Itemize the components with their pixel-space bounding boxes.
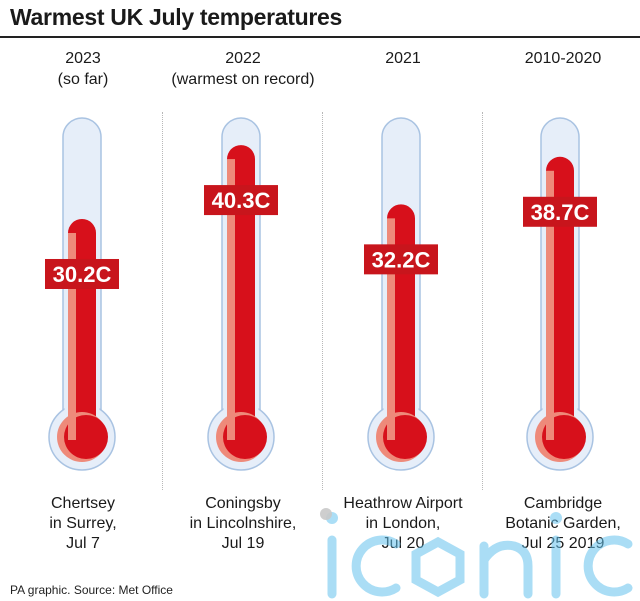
title-rule — [0, 36, 640, 38]
heading-line: 2022 — [225, 50, 261, 67]
location-line: Botanic Garden, — [505, 515, 621, 532]
thermometer-mercury-highlight — [387, 218, 395, 440]
location-heathrow: Heathrow Airport in London, Jul 20 — [323, 494, 483, 554]
column-heading-2023: 2023 (so far) — [3, 48, 163, 90]
location-line: Jul 25 2019 — [521, 535, 605, 552]
location-line: Cambridge — [523, 495, 603, 512]
value-label-box — [364, 244, 438, 275]
location-chertsey: Chertsey in Surrey, Jul 7 — [3, 494, 163, 554]
value-label-box — [204, 185, 278, 216]
location-line: in Lincolnshire, — [189, 515, 297, 532]
thermometer-mercury-highlight — [68, 232, 76, 440]
column-divider — [482, 112, 484, 490]
location-line: Heathrow Airport — [343, 495, 463, 512]
source-note: PA graphic. Source: Met Office — [10, 583, 173, 597]
column-heading-2022: 2022 (warmest on record) — [163, 48, 323, 90]
location-line: Jul 7 — [66, 535, 100, 552]
value-label-box — [523, 196, 597, 227]
heading-line: 2023 — [65, 50, 101, 67]
chart-title: Warmest UK July temperatures — [10, 4, 343, 30]
value-label-box — [45, 258, 119, 289]
location-line: Jul 19 — [221, 535, 265, 552]
value-label: 38.7C — [531, 200, 590, 225]
column-heading-2010-2020: 2010-2020 — [483, 48, 640, 69]
thermometer-mercury-highlight — [546, 170, 554, 440]
heading-line: 2010-2020 — [524, 50, 602, 67]
location-line: in London, — [365, 515, 441, 532]
value-label: 30.2C — [53, 262, 112, 287]
column-divider — [162, 112, 164, 490]
location-line: Coningsby — [205, 495, 281, 512]
value-label: 40.3C — [212, 188, 271, 213]
column-heading-2021: 2021 — [323, 48, 483, 69]
thermometer-mercury-highlight — [227, 159, 235, 440]
heading-line: 2021 — [385, 50, 421, 67]
value-label: 32.2C — [372, 247, 431, 272]
iconic-watermark — [320, 508, 633, 599]
location-cambridge: Cambridge Botanic Garden, Jul 25 2019 — [483, 494, 640, 554]
column-divider — [322, 112, 324, 490]
heading-line: (so far) — [57, 71, 109, 88]
location-line: Chertsey — [50, 495, 116, 512]
location-line: in Surrey, — [49, 515, 117, 532]
heading-line: (warmest on record) — [171, 71, 315, 88]
location-coningsby: Coningsby in Lincolnshire, Jul 19 — [163, 494, 323, 554]
